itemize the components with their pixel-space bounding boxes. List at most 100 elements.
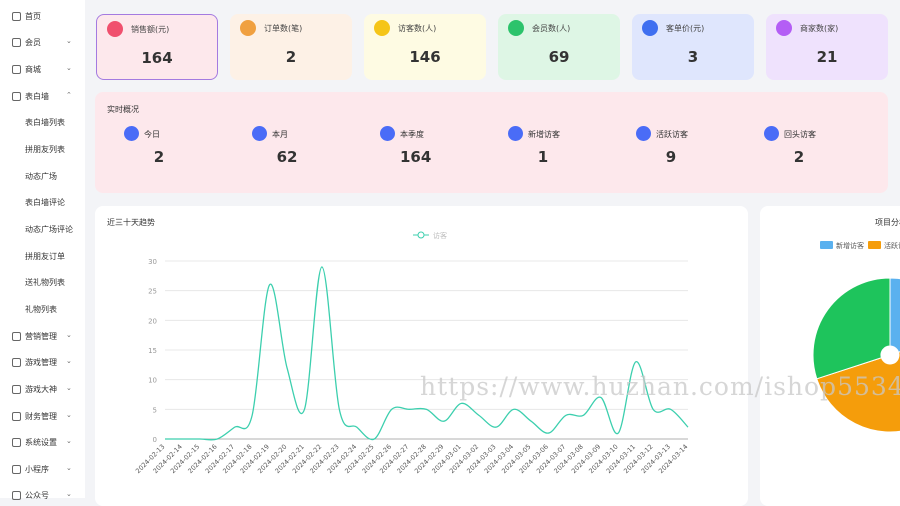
- menu-label: 财务管理: [25, 412, 57, 421]
- menu-item: 礼物列表: [25, 304, 57, 315]
- realtime-label: 回头访客: [784, 130, 816, 139]
- realtime-title: 实时概况: [107, 105, 139, 114]
- y-tick-label: 30: [148, 258, 157, 266]
- menu-label: 表白墙评论: [25, 198, 65, 207]
- y-tick-label: 10: [148, 377, 157, 385]
- realtime-icon: [124, 126, 139, 141]
- card-label: 订单数(笔): [264, 24, 303, 33]
- card-icon: [776, 20, 792, 36]
- realtime-value: 62: [276, 148, 298, 166]
- card-value: 21: [816, 48, 838, 66]
- menu-item: 营销管理: [12, 331, 57, 342]
- chevron: ⌄: [66, 411, 72, 419]
- y-tick-label: 25: [148, 288, 157, 296]
- card-icon: [642, 20, 658, 36]
- menu-label: 动态广场评论: [25, 225, 73, 234]
- realtime-value: 2: [153, 148, 165, 166]
- card-label: 销售额(元): [131, 25, 170, 34]
- menu-item: 首页: [12, 11, 41, 22]
- realtime-icon: [252, 126, 267, 141]
- chevron: ⌄: [66, 64, 72, 72]
- menu-label: 商城: [25, 65, 41, 74]
- legend-label: 活跃访客: [884, 241, 900, 250]
- chevron: ⌄: [66, 331, 72, 339]
- stat-card: 商家数(家) 21: [766, 14, 888, 80]
- card-label: 会员数(人): [532, 24, 571, 33]
- menu-label: 拼朋友列表: [25, 145, 65, 154]
- realtime-panel: 实时概况 今日 2 本月 62 本季度 164 新增访客 1 活跃访客 9 回头访客 2: [95, 92, 888, 193]
- menu-item: 系统设置: [12, 437, 57, 448]
- chevron: ⌄: [66, 37, 72, 45]
- menu-item: 游戏管理: [12, 357, 57, 368]
- card-value: 69: [548, 48, 570, 66]
- line-chart: 近三十天趋势0510152025302024-02-132024-02-1420…: [107, 217, 689, 475]
- realtime-value: 2: [793, 148, 805, 166]
- menu-label: 表白墙列表: [25, 118, 65, 127]
- realtime-value: 9: [665, 148, 677, 166]
- realtime-label: 本月: [272, 130, 288, 139]
- stat-card: 会员数(人) 69: [498, 14, 620, 80]
- sidebar: 首页 会员 ⌄ 商城 ⌄ 表白墙 ⌃ 表白墙列表 拼朋友列表 动态广场 表白墙评论 动态广场评论 拼朋友…: [0, 0, 85, 501]
- card-label: 客单价(元): [666, 24, 705, 33]
- menu-item: 动态广场评论: [25, 224, 73, 235]
- chevron: ⌄: [66, 437, 72, 445]
- y-tick-label: 5: [153, 406, 157, 414]
- pie-chart: 项目分析新增访客活跃访客回头访客: [812, 217, 900, 433]
- menu-label: 表白墙: [25, 92, 49, 101]
- legend-swatch: [868, 241, 881, 249]
- card-icon: [107, 21, 123, 37]
- card-value: 3: [687, 48, 699, 66]
- menu-label: 拼朋友订单: [25, 252, 65, 261]
- menu-item: 表白墙: [12, 91, 49, 102]
- y-tick-label: 0: [153, 436, 157, 444]
- chevron: ⌄: [66, 357, 72, 365]
- menu-item: 拼朋友订单: [25, 251, 65, 262]
- menu-label: 动态广场: [25, 172, 57, 181]
- chart-title: 近三十天趋势: [107, 217, 155, 227]
- chevron: ⌄: [66, 384, 72, 392]
- menu-item: 拼朋友列表: [25, 144, 65, 155]
- menu-label: 游戏大神: [25, 385, 57, 394]
- menu-item: 表白墙列表: [25, 117, 65, 128]
- y-tick-label: 20: [148, 317, 157, 325]
- chevron: ⌄: [66, 464, 72, 472]
- realtime-label: 活跃访客: [656, 130, 688, 139]
- menu-item: 动态广场: [25, 171, 57, 182]
- menu-label: 小程序: [25, 465, 49, 474]
- legend-label: 访客: [433, 231, 447, 240]
- card-label: 访客数(人): [398, 24, 437, 33]
- legend-label: 新增访客: [836, 241, 864, 250]
- stat-card: 访客数(人) 146: [364, 14, 486, 80]
- card-value: 146: [409, 48, 441, 66]
- menu-item: 公众号: [12, 490, 49, 501]
- menu-label: 游戏管理: [25, 358, 57, 367]
- realtime-value: 164: [400, 148, 432, 166]
- stat-card: 客单价(元) 3: [632, 14, 754, 80]
- card-icon: [508, 20, 524, 36]
- watermark: https://www.huzhan.com/ishop5534: [420, 372, 900, 401]
- menu-item: 游戏大神: [12, 384, 57, 395]
- realtime-icon: [764, 126, 779, 141]
- menu-label: 公众号: [25, 491, 49, 500]
- menu-label: 送礼物列表: [25, 278, 65, 287]
- realtime-icon: [636, 126, 651, 141]
- card-value: 2: [285, 48, 297, 66]
- trend-panel: 近三十天趋势 0 5 10 15 20 25 30 2024-02-13 2024-02-14 20…: [95, 206, 748, 506]
- stat-card: 订单数(笔) 2: [230, 14, 352, 80]
- realtime-icon: [380, 126, 395, 141]
- menu-item: 表白墙评论: [25, 197, 65, 208]
- card-label: 商家数(家): [800, 24, 839, 33]
- pie-slice: [812, 277, 891, 380]
- chevron: ⌄: [66, 490, 72, 498]
- menu-item: 小程序: [12, 464, 49, 475]
- menu-label: 首页: [25, 12, 41, 21]
- realtime-value: 1: [537, 148, 549, 166]
- legend-marker: [417, 231, 425, 239]
- y-tick-label: 15: [148, 347, 157, 355]
- legend-swatch: [820, 241, 833, 249]
- menu-label: 营销管理: [25, 332, 57, 341]
- stat-card: 销售额(元) 164: [96, 14, 218, 80]
- menu-item: 商城: [12, 64, 41, 75]
- realtime-label: 新增访客: [528, 130, 560, 139]
